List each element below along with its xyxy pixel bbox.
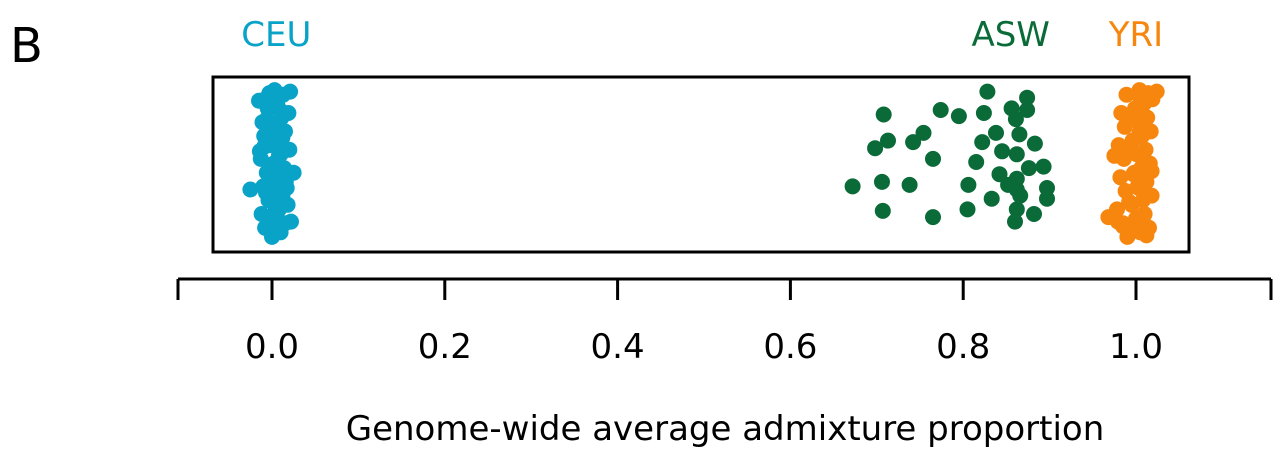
data-point (1020, 160, 1037, 177)
data-point (1115, 218, 1131, 235)
data-point (874, 173, 890, 190)
data-point (874, 202, 891, 219)
series-ceu (242, 82, 302, 245)
data-point (1143, 187, 1160, 204)
data-point (1007, 213, 1023, 230)
data-point (1019, 89, 1036, 106)
x-axis-label: Genome-wide average admixture proportion (346, 409, 1105, 449)
data-point (915, 124, 932, 141)
data-point (867, 140, 884, 157)
data-point (1106, 147, 1123, 164)
x-tick-label: 0.4 (591, 327, 645, 367)
data-point (1131, 124, 1148, 141)
data-point (1148, 83, 1165, 100)
group-label-yri: YRI (1108, 15, 1163, 55)
x-tick-label: 1.0 (1109, 327, 1163, 367)
data-point (1139, 109, 1156, 126)
x-tick-label: 0.6 (763, 327, 817, 367)
data-point (1007, 111, 1024, 128)
data-point (258, 111, 275, 128)
data-point (1026, 206, 1042, 222)
group-label-asw: ASW (971, 15, 1049, 55)
data-point (1119, 111, 1136, 128)
data-point (1118, 86, 1135, 103)
data-point (925, 209, 941, 226)
data-point (1135, 207, 1152, 224)
data-point (258, 184, 274, 201)
data-point (282, 83, 299, 100)
data-point (979, 83, 996, 100)
series-asw (844, 83, 1055, 230)
data-point (932, 102, 949, 118)
data-point (251, 143, 268, 160)
series-yri (1100, 82, 1165, 245)
data-point (242, 181, 259, 198)
data-point (1008, 146, 1025, 163)
data-point (285, 164, 302, 181)
data-point (1026, 135, 1043, 152)
data-point (994, 143, 1011, 160)
data-point (901, 176, 918, 193)
data-point (968, 154, 985, 170)
data-point (983, 190, 1000, 207)
data-point (1019, 102, 1036, 118)
data-point (1039, 190, 1055, 207)
data-point (988, 124, 1004, 141)
x-tick-label: 0.0 (245, 327, 299, 367)
data-point (1012, 187, 1029, 204)
data-point (270, 147, 287, 164)
data-point (905, 134, 922, 151)
data-point (1143, 163, 1160, 180)
data-point (960, 176, 977, 193)
data-point (925, 150, 941, 167)
data-point (875, 106, 892, 123)
data-point (880, 132, 896, 149)
x-tick-label: 0.8 (936, 327, 990, 367)
data-point (1011, 126, 1028, 143)
data-point (251, 92, 267, 109)
data-point (1125, 166, 1142, 183)
data-point (1138, 227, 1155, 244)
data-point (959, 201, 976, 218)
data-point (283, 213, 299, 230)
data-point (275, 193, 292, 210)
data-point (1130, 180, 1147, 196)
plot-frame (211, 75, 1191, 254)
data-point (1121, 193, 1138, 210)
group-label-ceu: CEU (241, 15, 311, 55)
x-tick-label: 0.2 (418, 327, 472, 367)
data-point (844, 178, 861, 195)
data-point (278, 180, 295, 196)
data-point (1122, 138, 1138, 155)
panel-label: B (10, 18, 43, 74)
data-point (974, 134, 991, 151)
data-point (1132, 89, 1149, 106)
data-point (991, 166, 1008, 183)
data-point (1112, 169, 1129, 186)
data-point (975, 105, 992, 121)
data-point (950, 108, 967, 125)
data-point (1035, 158, 1052, 175)
data-point (273, 166, 290, 183)
data-point (1008, 201, 1025, 218)
